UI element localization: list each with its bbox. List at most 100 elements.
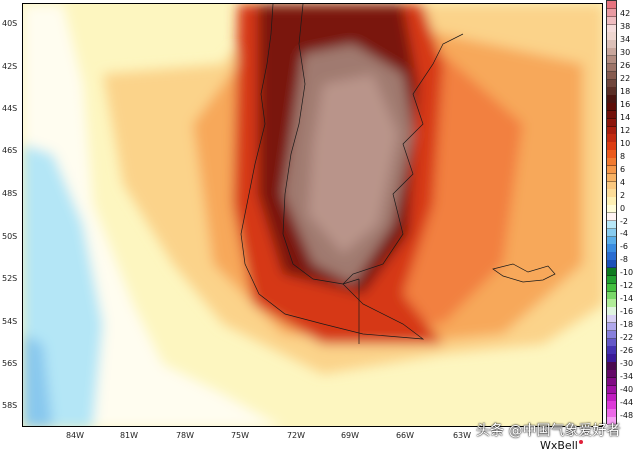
- lon-label: 66W: [395, 431, 415, 440]
- colorbar-segment: [607, 1, 616, 10]
- colorbar-segment: [607, 338, 616, 347]
- colorbar-segment: [607, 118, 616, 128]
- colorbar: [606, 0, 617, 426]
- colorbar-segment: [607, 370, 616, 379]
- lat-label: 52S: [2, 274, 18, 283]
- colorbar-segment: [607, 55, 616, 65]
- colorbar-label: 18: [620, 86, 631, 96]
- lat-label: 50S: [2, 232, 18, 241]
- lat-label: 42S: [2, 62, 18, 71]
- colorbar-segment: [607, 79, 616, 88]
- colorbar-segment: [607, 150, 616, 159]
- colorbar-segment: [607, 385, 616, 395]
- brand-text: WxBell: [540, 439, 578, 452]
- colorbar-segment: [607, 307, 616, 316]
- colorbar-segment: [607, 275, 616, 285]
- colorbar-segment: [607, 291, 616, 300]
- colorbar-label: 38: [620, 21, 631, 31]
- temperature-anomaly-map: [22, 3, 603, 427]
- colorbar-segment: [607, 252, 616, 261]
- colorbar-segment: [607, 315, 616, 324]
- colorbar-label: -10: [620, 268, 634, 278]
- colorbar-label: 8: [620, 151, 626, 161]
- colorbar-segment: [607, 220, 616, 230]
- colorbar-segment: [607, 267, 616, 277]
- colorbar-segment: [607, 283, 616, 292]
- lon-label: 78W: [175, 431, 195, 440]
- colorbar-label: 14: [620, 112, 631, 122]
- colorbar-segment: [607, 197, 616, 206]
- lon-label: 69W: [340, 431, 360, 440]
- colorbar-segment: [607, 142, 616, 151]
- colorbar-label: 4: [620, 177, 626, 187]
- colorbar-segment: [607, 48, 616, 57]
- colorbar-segment: [607, 110, 616, 120]
- cold-region-deep-blue: [23, 334, 53, 426]
- colorbar-segment: [607, 158, 616, 167]
- lat-label: 44S: [2, 104, 18, 113]
- colorbar-segment: [607, 213, 616, 222]
- colorbar-label: -2: [620, 216, 628, 226]
- colorbar-segment: [607, 228, 616, 238]
- colorbar-segment: [607, 63, 616, 73]
- colorbar-segment: [607, 134, 616, 143]
- colorbar-label: 42: [620, 9, 631, 18]
- colorbar-label: -14: [620, 294, 634, 304]
- colorbar-segment: [607, 205, 616, 214]
- colorbar-label: -12: [620, 281, 634, 291]
- colorbar-label: -16: [620, 307, 634, 317]
- colorbar-segment: [607, 244, 616, 253]
- lat-label: 58S: [2, 401, 18, 410]
- colorbar-label: -40: [620, 385, 634, 395]
- colorbar-segment: [607, 165, 616, 175]
- colorbar-label: 26: [620, 60, 631, 70]
- lat-label: 40S: [2, 19, 18, 28]
- brand-dot-icon: [578, 440, 583, 444]
- colorbar-label: 16: [620, 99, 631, 109]
- colorbar-segment: [607, 417, 616, 426]
- lat-label: 48S: [2, 189, 18, 198]
- colorbar-segment: [607, 87, 616, 96]
- lat-label: 46S: [2, 146, 18, 155]
- colorbar-segment: [607, 354, 616, 363]
- colorbar-segment: [607, 173, 616, 183]
- colorbar-label: 2: [620, 190, 626, 200]
- colorbar-segment: [607, 24, 616, 33]
- coastlines: [240, 4, 556, 344]
- colorbar-label: -30: [620, 359, 634, 369]
- lon-label: 75W: [230, 431, 250, 440]
- colorbar-label: 22: [620, 73, 631, 83]
- colorbar-label: -34: [620, 372, 634, 382]
- colorbar-label: -4: [620, 229, 628, 239]
- colorbar-label: 0: [620, 203, 626, 213]
- colorbar-segment: [607, 8, 616, 18]
- colorbar-label: 34: [620, 34, 631, 44]
- lon-label: 81W: [119, 431, 139, 440]
- colorbar-label: -8: [620, 255, 628, 265]
- colorbar-segment: [607, 401, 616, 410]
- lon-label: 63W: [452, 431, 472, 440]
- colorbar-segment: [607, 346, 616, 355]
- colorbar-segment: [607, 299, 616, 308]
- colorbar-segment: [607, 393, 616, 402]
- map-fields: [23, 4, 602, 426]
- colorbar-label: -22: [620, 333, 634, 343]
- colorbar-segment: [607, 322, 616, 332]
- colorbar-label: -6: [620, 242, 628, 252]
- colorbar-label: -48: [620, 411, 634, 421]
- colorbar-segment: [607, 71, 616, 80]
- colorbar-segment: [607, 16, 616, 26]
- colorbar-segment: [607, 377, 616, 387]
- colorbar-segment: [607, 236, 616, 245]
- watermark: 头条 @中国气象爱好者: [476, 423, 621, 439]
- lon-label: 72W: [286, 431, 306, 440]
- colorbar-label: 6: [620, 164, 626, 174]
- colorbar-segment: [607, 95, 616, 104]
- colorbar-segment: [607, 40, 616, 49]
- colorbar-segment: [607, 32, 616, 41]
- warm-brown-light: [308, 74, 398, 254]
- colorbar-segment: [607, 181, 616, 190]
- lon-label: 84W: [65, 431, 85, 440]
- colorbar-segment: [607, 189, 616, 198]
- brand-logo: WxBell: [540, 440, 583, 452]
